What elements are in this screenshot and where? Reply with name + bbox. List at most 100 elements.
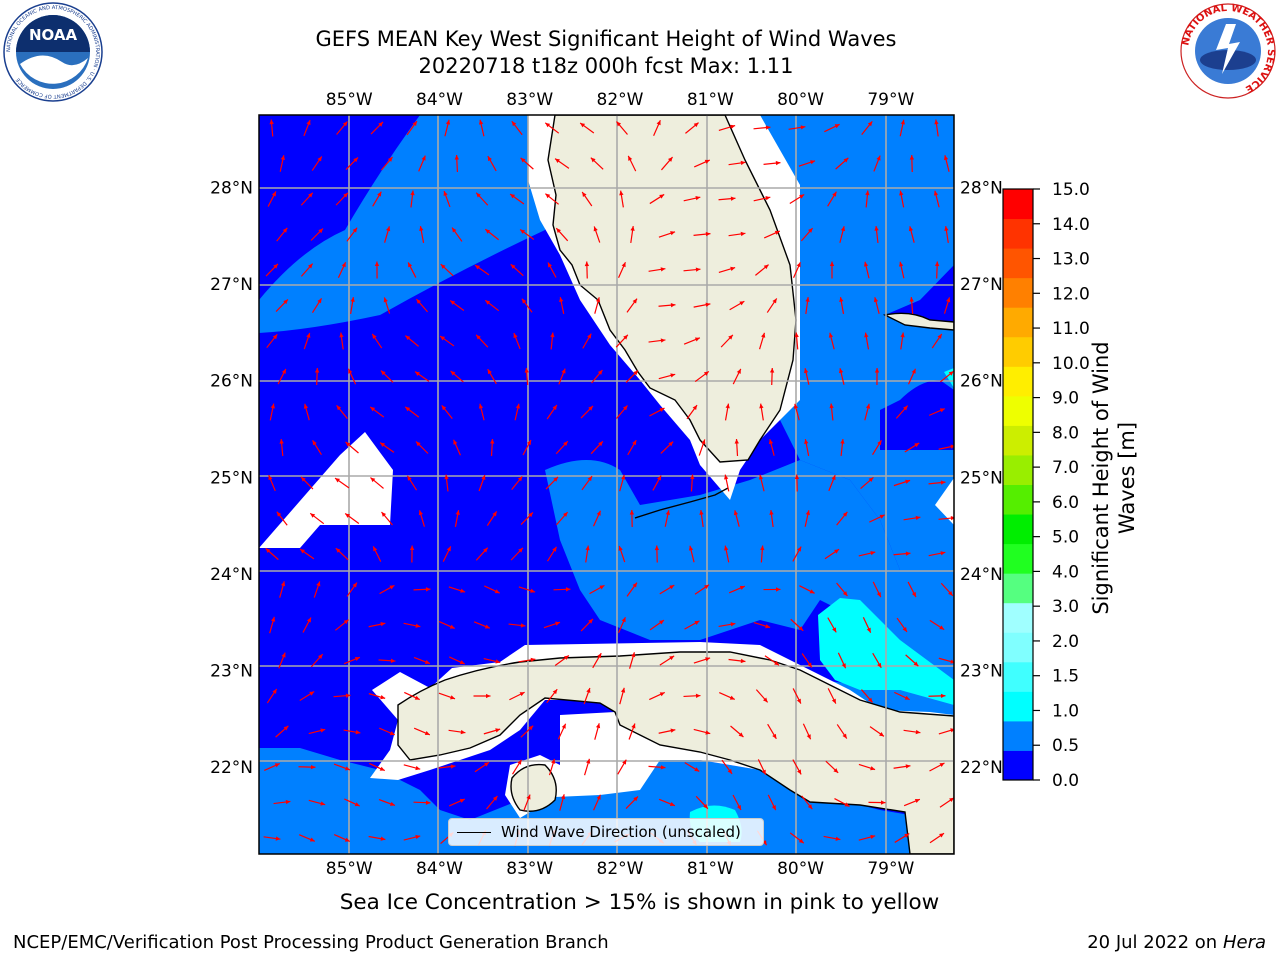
- lon-tick-bottom: 85°W: [326, 859, 373, 879]
- wave-arrow: [794, 332, 799, 350]
- colorbar: [1003, 189, 1033, 781]
- colorbar-segment: [1003, 366, 1033, 397]
- wave-arrow: [872, 439, 882, 456]
- wave-arrow: [654, 545, 660, 563]
- lat-tick-right: 25°N: [960, 468, 1003, 488]
- wave-arrow: [590, 440, 604, 455]
- wave-arrow: [300, 263, 314, 277]
- wave-arrow: [729, 300, 745, 311]
- wave-arrow: [899, 190, 905, 208]
- wave-arrow: [862, 617, 872, 633]
- wave-arrow: [938, 728, 954, 735]
- wave-arrow: [626, 298, 638, 313]
- wave-arrow: [450, 370, 464, 383]
- wave-arrow: [909, 154, 915, 173]
- wave-arrow: [804, 510, 810, 527]
- colorbar-tick-label: 0.0: [1052, 771, 1079, 791]
- wave-arrow: [618, 261, 626, 279]
- wave-arrow: [898, 261, 905, 279]
- wave-arrow: [311, 156, 323, 171]
- colorbar-segment: [1003, 307, 1033, 338]
- wave-arrow: [313, 581, 321, 598]
- wave-arrow: [310, 653, 324, 668]
- wave-arrow: [333, 693, 351, 698]
- wave-arrow: [793, 403, 800, 421]
- wave-arrow: [629, 509, 635, 528]
- wave-arrow: [753, 196, 771, 202]
- wave-arrow: [660, 156, 674, 171]
- wave-arrow: [721, 759, 733, 775]
- wave-arrow: [378, 799, 396, 806]
- wave-arrow: [513, 332, 521, 350]
- wave-arrow: [512, 759, 522, 775]
- wave-arrow: [615, 334, 629, 348]
- colorbar-tick-label: 2.0: [1052, 632, 1079, 652]
- wave-arrow: [544, 122, 560, 134]
- wave-arrow: [659, 655, 675, 666]
- colorbar-tick-label: 12.0: [1052, 284, 1090, 304]
- wave-arrow: [333, 834, 351, 842]
- wave-arrow: [451, 227, 463, 242]
- wave-arrow: [444, 474, 449, 492]
- wave-arrow: [828, 474, 836, 492]
- map-area: [259, 115, 954, 854]
- wave-arrow: [589, 584, 605, 595]
- wave-arrow: [928, 480, 946, 485]
- wave-arrow: [828, 332, 835, 350]
- wave-arrow: [824, 123, 840, 133]
- wave-arrow: [618, 545, 626, 563]
- wave-arrow: [630, 226, 635, 243]
- wave-arrow: [409, 545, 415, 563]
- wave-arrow: [836, 511, 848, 526]
- wave-arrow: [860, 476, 874, 490]
- wave-arrow: [448, 798, 466, 807]
- wave-arrow: [683, 337, 701, 345]
- wave-arrow: [558, 368, 566, 385]
- wave-arrow: [728, 231, 746, 237]
- wave-arrow: [858, 834, 876, 841]
- lat-ticks-left: 28°N 27°N 26°N 25°N 24°N 23°N 22°N: [210, 178, 253, 778]
- wave-arrow: [478, 403, 485, 421]
- wave-arrow: [483, 657, 501, 664]
- map-legend: Wind Wave Direction (unscaled): [448, 818, 764, 846]
- wave-arrow: [858, 550, 876, 557]
- wave-arrow: [724, 474, 730, 492]
- wave-arrow: [928, 551, 946, 557]
- wave-arrow: [275, 725, 289, 738]
- wave-arrow: [510, 547, 524, 561]
- wave-arrow: [801, 653, 813, 668]
- wave-arrow: [764, 655, 780, 666]
- wave-arrow: [728, 160, 746, 166]
- wave-arrow: [933, 190, 940, 208]
- wave-arrow: [907, 581, 917, 598]
- colorbar-frame: [1002, 188, 1034, 781]
- wave-arrow: [594, 723, 601, 740]
- colorbar-segment: [1003, 514, 1033, 545]
- land-masses: [397, 115, 954, 854]
- wave-arrow: [475, 547, 489, 561]
- wave-arrow: [718, 266, 736, 274]
- wave-arrow: [442, 546, 452, 562]
- wave-arrow: [788, 125, 806, 130]
- wave-arrow: [793, 261, 801, 279]
- wave-arrow: [548, 758, 556, 776]
- wave-arrow: [269, 119, 274, 137]
- map-title: GEFS MEAN Key West Significant Height of…: [315, 27, 897, 51]
- wave-arrow: [616, 405, 628, 419]
- wave-arrow: [943, 297, 951, 314]
- wave-arrow: [694, 370, 710, 383]
- wave-arrow: [627, 155, 637, 172]
- wave-arrow: [275, 298, 289, 313]
- wave-arrow: [799, 585, 815, 594]
- wave-arrow: [839, 226, 846, 243]
- colorbar-segment: [1003, 218, 1033, 249]
- wave-arrow: [593, 226, 601, 243]
- wave-arrow: [300, 476, 314, 490]
- wave-arrow: [683, 267, 701, 272]
- wave-arrow: [484, 299, 500, 312]
- wave-arrow: [868, 800, 886, 805]
- wave-arrow: [759, 403, 764, 421]
- wave-arrow: [690, 474, 695, 492]
- florida-peninsula: [547, 115, 797, 463]
- wave-arrow: [753, 621, 771, 629]
